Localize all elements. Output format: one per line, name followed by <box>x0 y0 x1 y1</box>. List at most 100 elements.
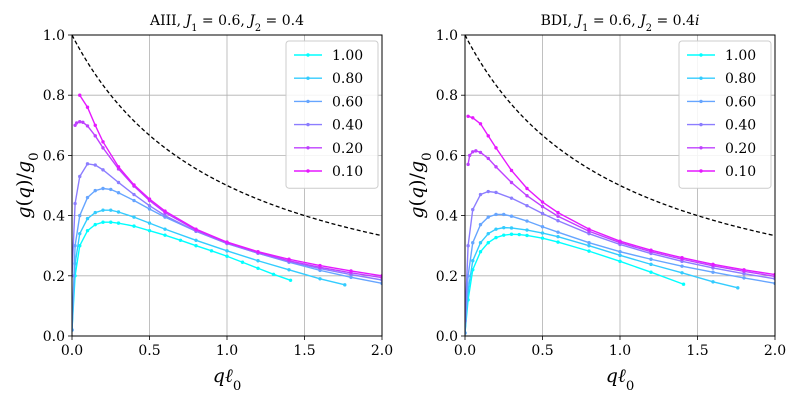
legend-item-1.00: 1.00 <box>294 48 363 64</box>
data-point <box>540 204 545 209</box>
series-line <box>465 226 738 334</box>
data-point <box>194 227 198 231</box>
x-tick-label: 1.5 <box>686 343 708 359</box>
data-point <box>85 124 90 128</box>
data-point <box>132 192 136 197</box>
data-point <box>256 259 260 263</box>
data-point <box>93 188 97 193</box>
data-point <box>78 231 82 236</box>
data-point <box>85 162 90 166</box>
data-point <box>556 219 560 223</box>
data-point <box>509 214 514 218</box>
data-point <box>680 264 684 268</box>
data-point <box>494 235 498 240</box>
legend-item-0.60: 0.60 <box>294 94 363 110</box>
series-line <box>465 233 684 334</box>
legend-label: 1.00 <box>332 48 363 64</box>
legend: 1.00 0.80 0.60 0.40 0.20 0.10 <box>678 40 772 189</box>
data-point <box>132 224 136 228</box>
data-point <box>343 283 347 287</box>
legend-label: 0.60 <box>725 94 756 110</box>
data-point <box>587 249 591 253</box>
data-point <box>147 228 152 233</box>
legend-marker <box>306 146 310 150</box>
data-point <box>194 244 198 248</box>
x-tick-label: 1.5 <box>293 343 315 359</box>
data-point <box>502 225 506 230</box>
y-tick-label: 0.2 <box>436 269 458 285</box>
data-point <box>618 239 622 243</box>
y-tick-label: 0.8 <box>43 88 65 104</box>
data-point <box>318 277 322 281</box>
data-point <box>471 240 475 245</box>
data-point <box>540 236 545 240</box>
data-point <box>78 174 82 179</box>
data-point <box>517 232 521 237</box>
data-point <box>478 240 483 245</box>
data-point <box>525 203 529 208</box>
data-point <box>742 271 746 276</box>
data-point <box>109 220 113 224</box>
data-point <box>93 222 97 227</box>
data-point <box>73 123 77 128</box>
legend-marker <box>699 76 703 80</box>
data-point <box>466 114 470 118</box>
data-point <box>471 150 475 154</box>
data-point <box>147 221 152 225</box>
data-point <box>163 213 167 218</box>
data-point <box>525 194 529 198</box>
y-axis-label: g(q)/g0 <box>406 152 435 218</box>
legend-label: 0.80 <box>332 71 363 87</box>
data-point <box>147 207 152 211</box>
data-point <box>101 220 105 224</box>
data-point <box>147 203 152 208</box>
data-point <box>85 228 90 233</box>
data-point <box>509 180 514 185</box>
x-tick-label: 0.0 <box>61 343 83 359</box>
data-point <box>349 275 353 280</box>
legend-item-0.40: 0.40 <box>687 118 756 134</box>
data-point <box>540 200 545 204</box>
reference-curve <box>465 35 775 237</box>
data-point <box>509 226 514 230</box>
series-line <box>465 213 775 334</box>
series-line <box>72 187 382 331</box>
legend-marker <box>699 122 703 127</box>
data-point <box>618 253 622 258</box>
data-point <box>287 268 291 272</box>
legend-label: 0.40 <box>725 118 756 134</box>
data-point <box>78 213 82 218</box>
data-point <box>194 238 198 242</box>
data-point <box>147 197 152 201</box>
data-point <box>556 214 560 218</box>
data-point <box>494 190 498 195</box>
legend-item-1.00: 1.00 <box>687 48 756 64</box>
y-tick-label: 0.4 <box>43 209 65 225</box>
legend-marker <box>699 53 703 57</box>
data-point <box>556 240 560 244</box>
data-point <box>649 270 653 274</box>
data-point <box>78 244 82 248</box>
data-point <box>73 201 77 206</box>
data-point <box>271 272 276 276</box>
series-0.60 <box>465 212 775 335</box>
data-point <box>467 153 472 158</box>
data-point <box>116 191 121 195</box>
data-point <box>742 268 746 272</box>
legend-item-0.80: 0.80 <box>687 71 756 87</box>
data-point <box>93 163 97 167</box>
x-tick-label: 2.0 <box>764 343 786 359</box>
series-0.10 <box>78 93 382 278</box>
data-point <box>225 254 229 258</box>
series-line <box>72 209 345 331</box>
y-tick-label: 0.8 <box>436 88 458 104</box>
data-point <box>478 222 483 227</box>
data-point <box>649 257 653 261</box>
data-point <box>209 249 214 253</box>
x-axis-label: qℓ0 <box>213 365 242 394</box>
legend-marker <box>306 76 310 80</box>
y-tick-label: 0.0 <box>43 329 65 345</box>
y-tick-label: 0.4 <box>436 209 458 225</box>
data-point <box>225 249 229 253</box>
